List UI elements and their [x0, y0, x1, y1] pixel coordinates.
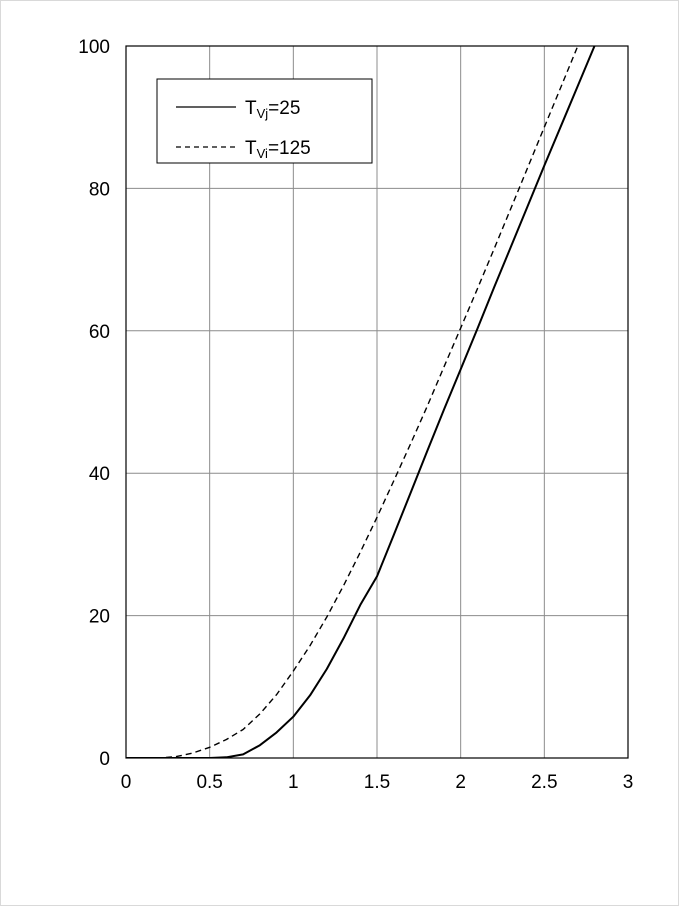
y-tick-label: 0: [99, 749, 110, 770]
x-tick-label: 1.5: [364, 772, 390, 793]
legend: TVj=25 TVi=125: [156, 78, 373, 164]
y-tick-label: 80: [89, 179, 110, 200]
y-tick-label: 100: [78, 37, 110, 58]
tick-labels: 0 0.5 1 1.5 2 2.5 3 0 20 40 60 80 100: [78, 37, 633, 793]
x-tick-label: 0.5: [196, 772, 222, 793]
legend-label-series-2: TVi=125: [245, 138, 311, 161]
x-tick-label: 2: [455, 772, 466, 793]
series-line-1: [126, 46, 596, 758]
x-tick-label: 1: [288, 772, 299, 793]
y-tick-label: 20: [89, 607, 110, 628]
y-tick-label: 60: [89, 322, 110, 343]
legend-label-series-1: TVj=25: [245, 98, 300, 121]
y-tick-label: 40: [89, 464, 110, 485]
series-line-2: [126, 46, 579, 758]
legend-box: [156, 78, 373, 164]
series-layer: [126, 46, 596, 758]
x-tick-label: 0: [121, 772, 132, 793]
x-tick-label: 2.5: [531, 772, 557, 793]
plot-area: [125, 45, 629, 759]
x-tick-label: 3: [623, 772, 634, 793]
